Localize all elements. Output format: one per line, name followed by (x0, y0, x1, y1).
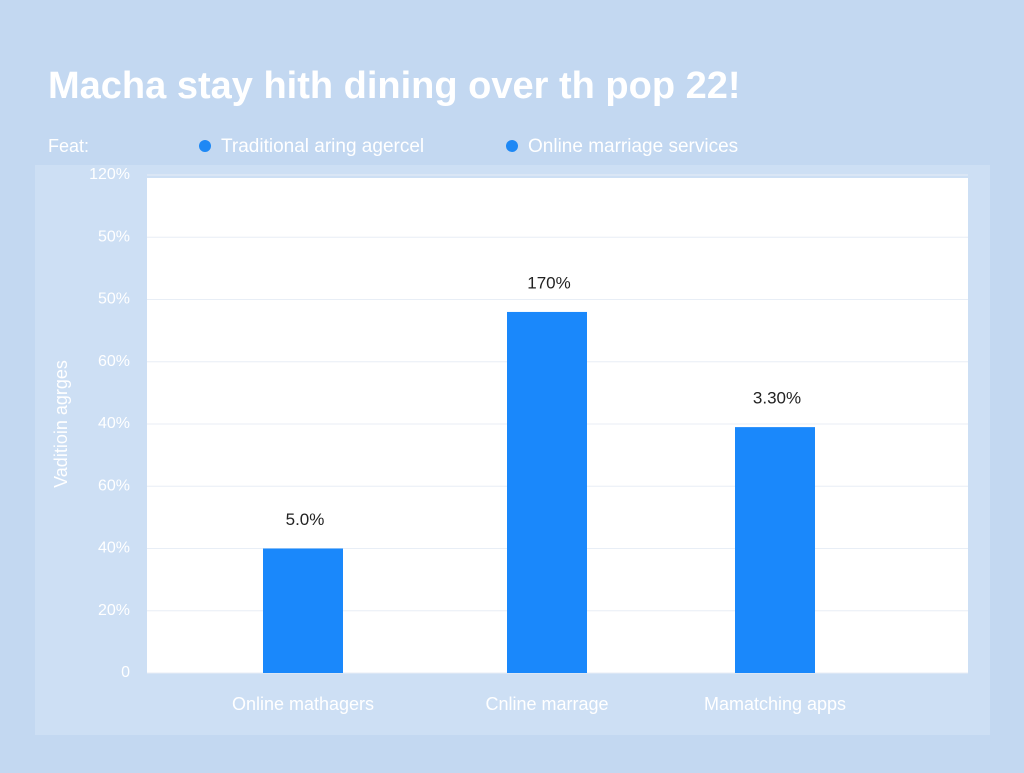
y-tick-label: 120% (89, 166, 130, 183)
bar-label: 5.0% (286, 510, 325, 529)
legend-label: Traditional aring agercel (221, 136, 424, 157)
x-tick-label: Cnline marrage (485, 694, 608, 714)
legend-title: Feat: (48, 136, 89, 156)
y-tick-label: 40% (98, 540, 130, 557)
y-tick-label: 60% (98, 353, 130, 370)
y-tick-label: 60% (98, 477, 130, 494)
y-tick-label: 50% (98, 228, 130, 245)
chart-title: Macha stay hith dining over th pop 22! (48, 65, 741, 107)
bar (507, 311, 587, 673)
y-tick-label: 50% (98, 291, 130, 308)
legend-label: Online marriage services (528, 136, 738, 157)
y-tick-label: 0 (121, 664, 130, 681)
y-axis-label: Vaditioin agrges (51, 360, 71, 488)
legend-marker (199, 140, 211, 152)
bar (263, 548, 343, 673)
y-tick-label: 40% (98, 415, 130, 432)
bar (735, 427, 815, 673)
bar-label: 170% (527, 273, 570, 292)
bar-label: 3.30% (753, 389, 801, 408)
x-tick-label: Mamatching apps (704, 694, 846, 714)
y-tick-label: 20% (98, 602, 130, 619)
x-tick-label: Online mathagers (232, 694, 374, 714)
legend-marker (506, 140, 518, 152)
